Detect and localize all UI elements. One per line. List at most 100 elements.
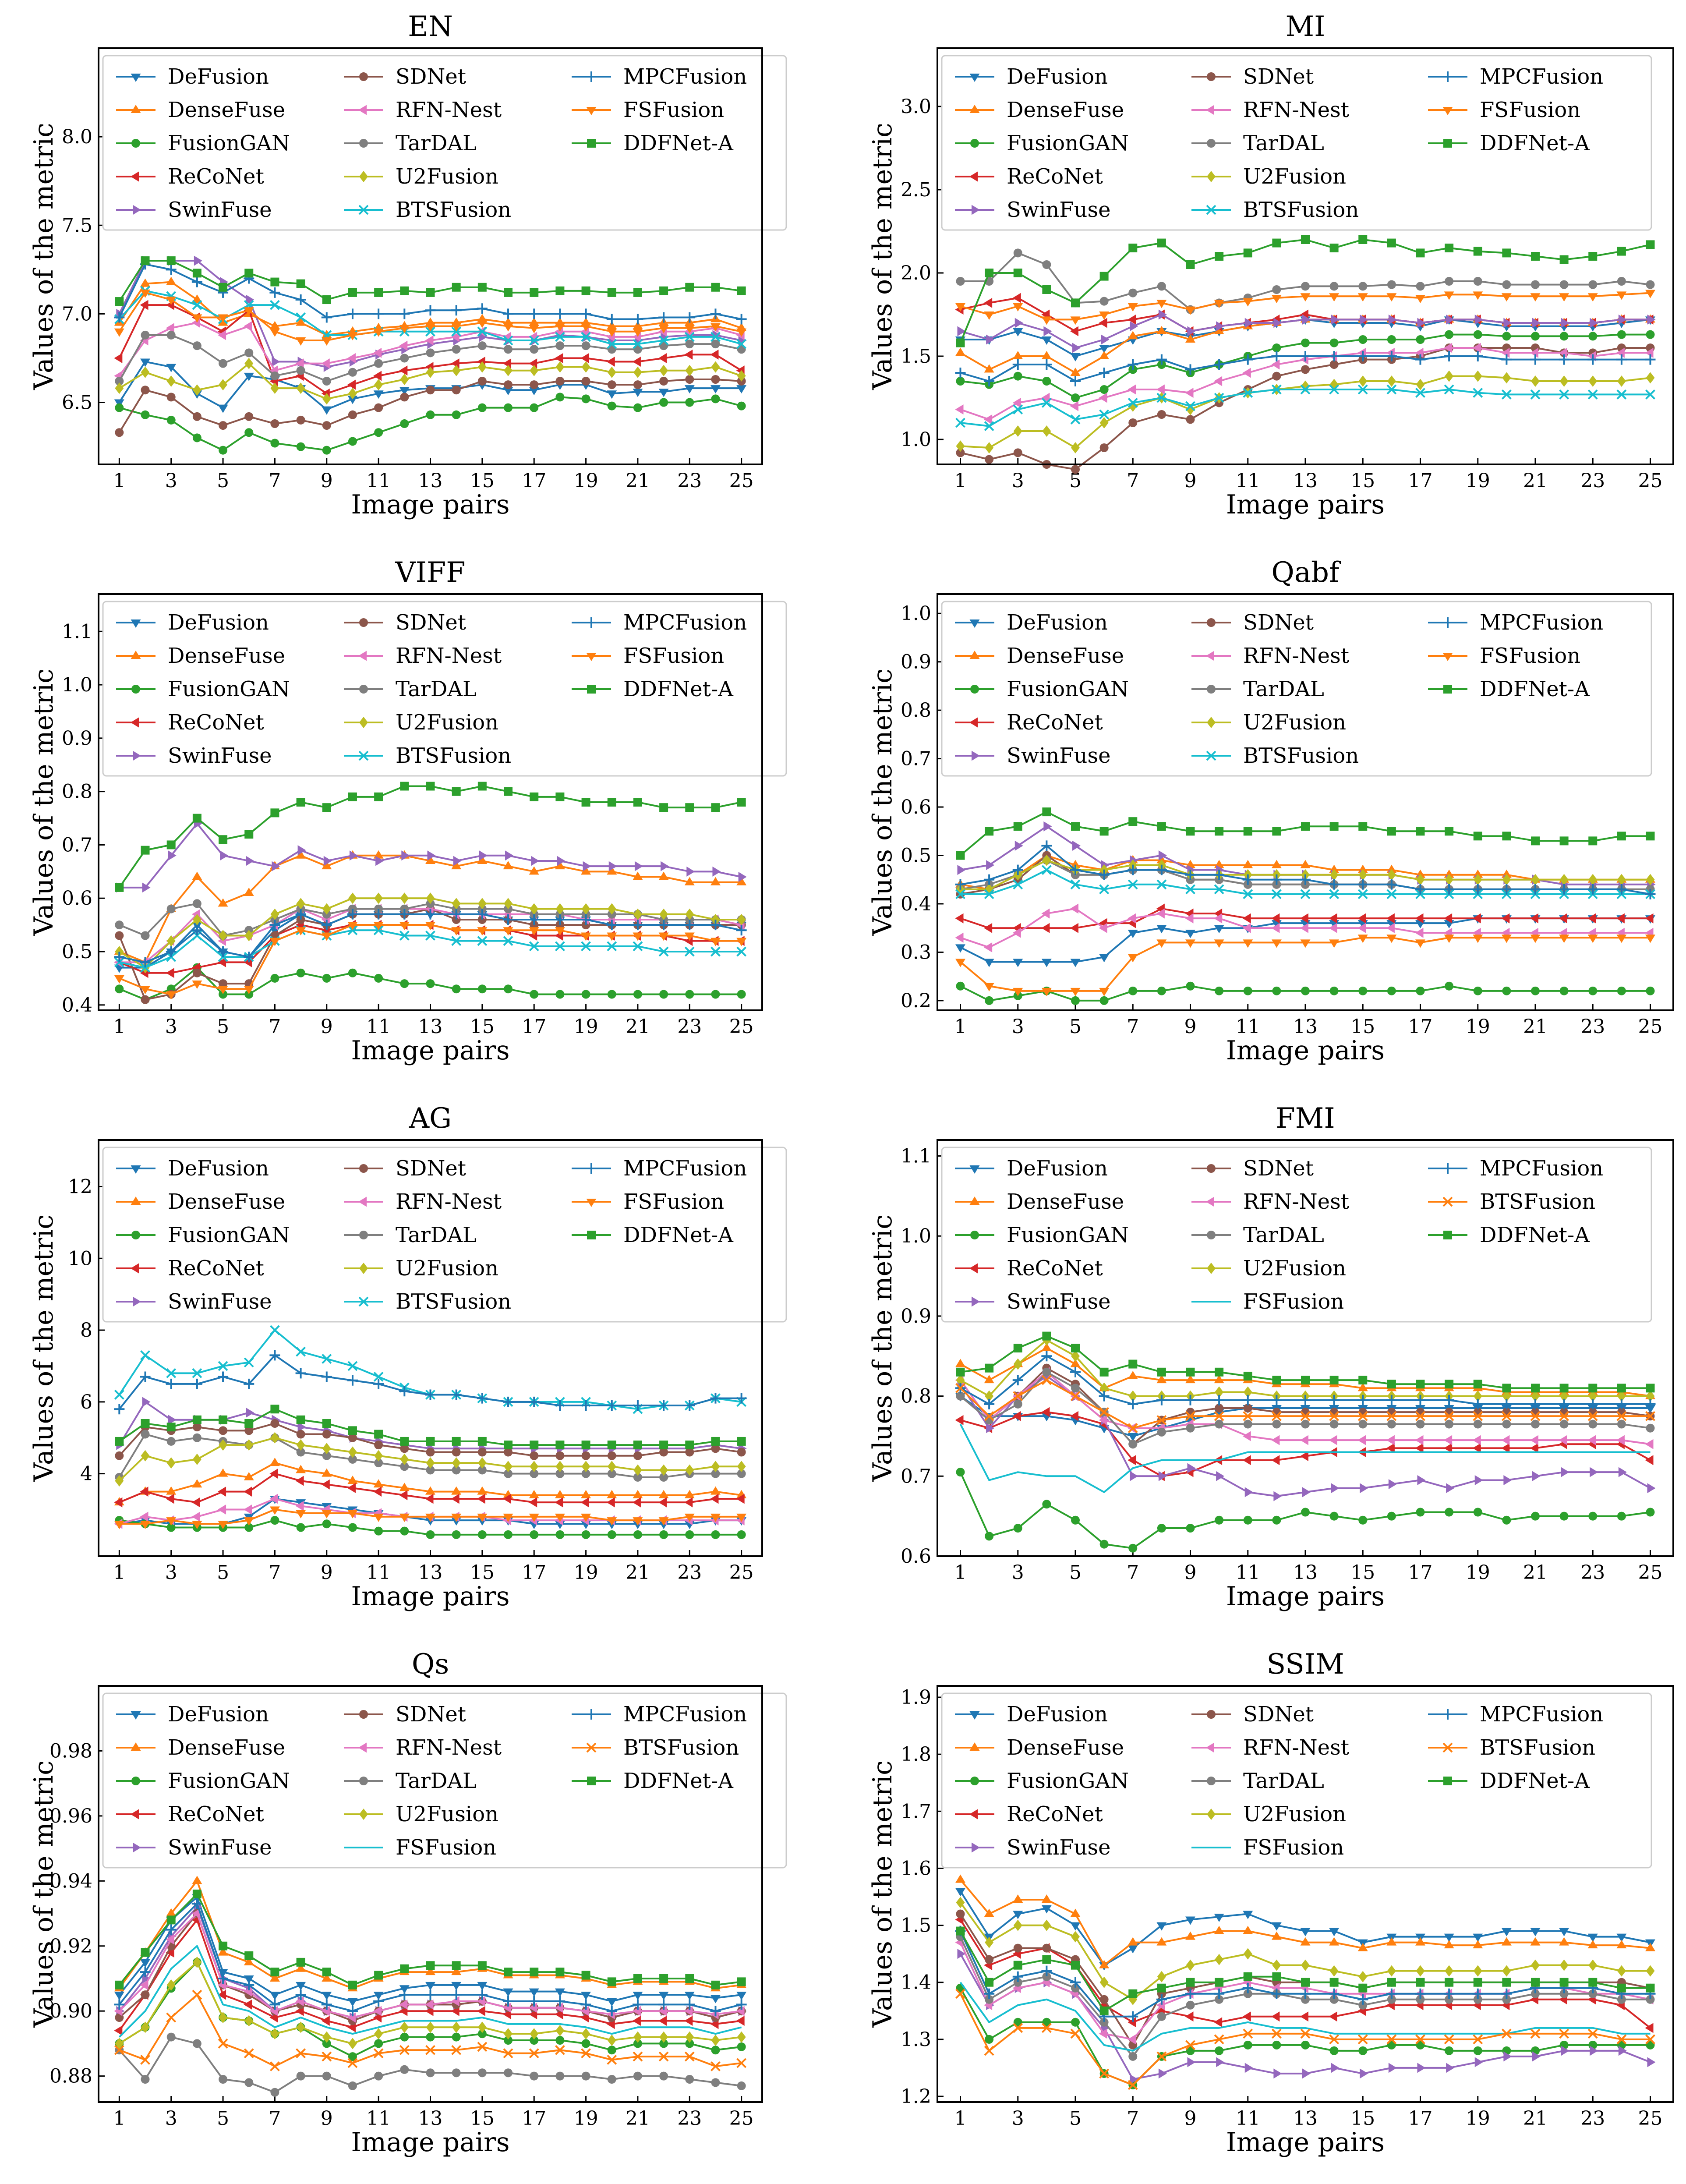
- data-point: [1156, 1994, 1167, 2005]
- data-point: [1215, 1367, 1224, 1377]
- series-fsfusion: [955, 290, 1655, 325]
- data-point: [529, 1513, 539, 1522]
- data-point: [529, 325, 539, 333]
- data-point: [219, 835, 228, 844]
- legend-label: DenseFuse: [1007, 98, 1124, 122]
- data-point: [986, 334, 995, 345]
- data-point: [272, 861, 280, 871]
- legend-label: FSFusion: [1480, 98, 1580, 122]
- y-tick-label: 7.5: [62, 214, 92, 237]
- series-tardal: [956, 1932, 1655, 2061]
- data-point: [477, 898, 487, 910]
- legend-label: DenseFuse: [1007, 1735, 1124, 1760]
- data-point: [984, 874, 995, 885]
- data-point: [1415, 1395, 1426, 1405]
- data-point: [555, 1530, 565, 1539]
- data-point: [296, 382, 305, 394]
- data-point: [1417, 1475, 1426, 1485]
- data-point: [633, 288, 642, 297]
- y-tick-label: 1.0: [901, 428, 931, 451]
- data-point: [166, 946, 177, 957]
- y-tick-label: 6.5: [62, 392, 92, 414]
- data-point: [1358, 1971, 1368, 1982]
- data-point: [1300, 384, 1311, 395]
- data-point: [1472, 343, 1481, 353]
- data-point: [1616, 1933, 1627, 1942]
- data-point: [1473, 934, 1483, 943]
- data-point: [736, 2058, 747, 2068]
- legend-label: DenseFuse: [168, 1189, 285, 1214]
- legend-item-fsfusion: FSFusion: [1191, 1835, 1344, 1860]
- legend-item-btsfusion: BTSFusion: [344, 1289, 511, 1314]
- data-point: [1530, 2028, 1541, 2039]
- data-point: [1187, 2057, 1196, 2067]
- data-point: [555, 792, 565, 801]
- data-point: [1070, 1908, 1081, 1917]
- data-point: [555, 361, 565, 373]
- legend-marker: [1207, 1263, 1216, 1274]
- data-point: [1561, 2046, 1569, 2056]
- legend-item-fusiongan: FusionGAN: [116, 1223, 290, 1247]
- legend-marker: [1207, 1777, 1216, 1785]
- data-point: [115, 984, 124, 994]
- series-line: [118, 785, 742, 888]
- data-point: [1271, 351, 1282, 361]
- data-point: [425, 922, 435, 931]
- data-point: [581, 2039, 590, 2048]
- data-point: [1387, 869, 1396, 881]
- data-point: [295, 1476, 304, 1486]
- data-point: [1387, 986, 1396, 995]
- legend-marker: [1442, 1742, 1453, 1753]
- data-point: [270, 1968, 279, 1977]
- series-ddfnet-a: [956, 235, 1655, 347]
- legend-marker: [586, 653, 597, 661]
- data-point: [607, 2046, 616, 2055]
- data-point: [1502, 1995, 1511, 2004]
- data-point: [114, 2025, 123, 2036]
- legend-item-densefuse: DenseFuse: [116, 98, 285, 122]
- data-point: [141, 330, 150, 340]
- legend-item-fsfusion: FSFusion: [1428, 644, 1580, 668]
- data-point: [1358, 1983, 1368, 1993]
- x-tick-label: 15: [1350, 470, 1375, 492]
- data-point: [1300, 351, 1311, 361]
- data-point: [219, 421, 228, 430]
- data-point: [1271, 939, 1282, 948]
- data-point: [192, 1989, 202, 2000]
- data-point: [451, 1486, 462, 1495]
- x-tick-label: 5: [217, 470, 229, 492]
- data-point: [1214, 300, 1224, 308]
- legend-item-rfn-nest: RFN-Nest: [1191, 1189, 1349, 1214]
- data-point: [1214, 869, 1225, 880]
- legend-label: BTSFusion: [396, 1289, 511, 1314]
- data-point: [348, 1523, 357, 1532]
- data-point: [452, 1448, 461, 1457]
- data-point: [555, 2025, 565, 2036]
- data-point: [477, 2068, 487, 2078]
- data-point: [1474, 1475, 1483, 1485]
- data-point: [530, 2035, 539, 2045]
- data-point: [399, 308, 410, 319]
- data-point: [1616, 1435, 1625, 1445]
- data-point: [955, 1359, 965, 1367]
- data-point: [477, 319, 488, 328]
- data-point: [1415, 884, 1426, 895]
- data-point: [736, 1513, 747, 1522]
- data-point: [1357, 923, 1366, 933]
- data-point: [1416, 1380, 1425, 1389]
- data-point: [1243, 1419, 1252, 1429]
- data-point: [985, 1532, 994, 1541]
- x-tick-label: 25: [729, 1561, 754, 1584]
- data-point: [1013, 372, 1022, 381]
- data-point: [1214, 1375, 1224, 1384]
- data-point: [607, 2055, 617, 2065]
- data-point: [166, 952, 177, 962]
- data-point: [141, 386, 150, 395]
- data-point: [374, 892, 383, 904]
- data-point: [984, 959, 994, 967]
- data-point: [374, 792, 383, 801]
- data-point: [1042, 1943, 1051, 1953]
- data-point: [1302, 2068, 1311, 2079]
- legend-label: MPCFusion: [1480, 610, 1603, 635]
